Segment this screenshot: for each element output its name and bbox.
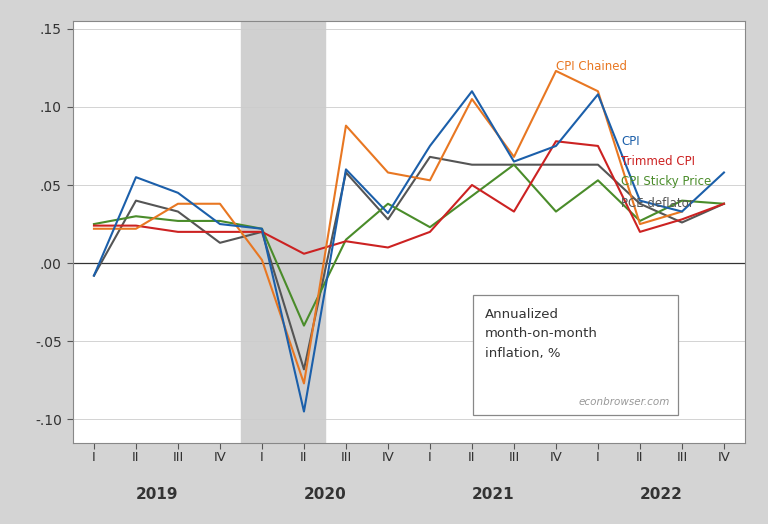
Text: CPI Sticky Price: CPI Sticky Price — [621, 176, 711, 188]
FancyBboxPatch shape — [473, 295, 677, 416]
Text: econbrowser.com: econbrowser.com — [578, 397, 670, 407]
Text: 2019: 2019 — [136, 487, 178, 502]
Text: Trimmed CPI: Trimmed CPI — [621, 155, 695, 168]
Text: CPI: CPI — [621, 135, 640, 148]
Text: 2020: 2020 — [303, 487, 346, 502]
Text: CPI Chained: CPI Chained — [556, 60, 627, 73]
Text: 2021: 2021 — [472, 487, 515, 502]
Text: PCE deflator: PCE deflator — [621, 197, 694, 210]
Bar — [241, 21, 325, 443]
Text: 2022: 2022 — [640, 487, 683, 502]
Text: Annualized
month-on-month
inflation, %: Annualized month-on-month inflation, % — [485, 308, 598, 360]
